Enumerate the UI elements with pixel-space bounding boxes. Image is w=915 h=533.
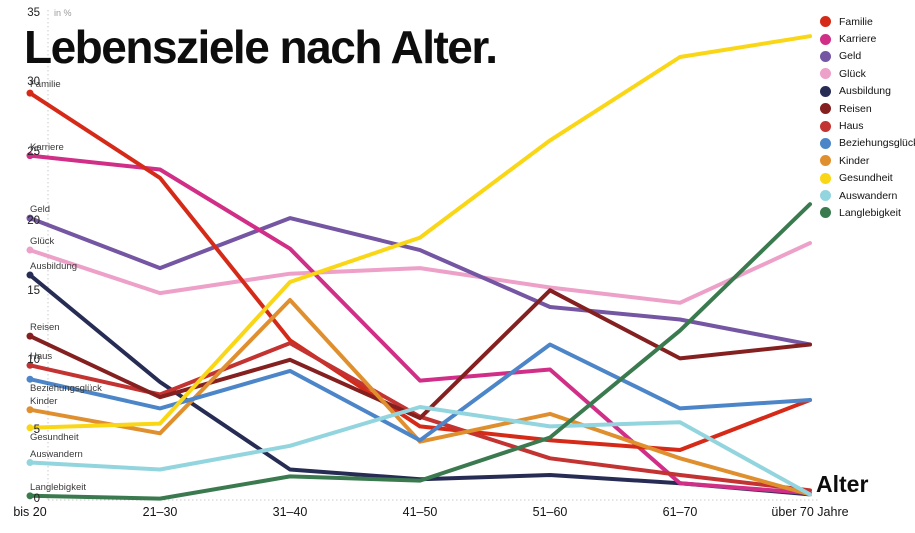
series-start-dot-Reisen [26,332,34,340]
series-start-dot-Geld [26,214,34,222]
x-tick-label: 51–60 [532,505,568,519]
series-label-Geld: Geld [30,204,51,216]
series-line-Gesundheit [28,34,812,430]
series-start-dot-Haus [26,361,34,369]
legend-label: Glück [839,67,866,80]
legend-label: Haus [839,120,864,133]
legend-item-Ausbildung: Ausbildung [820,83,915,100]
legend-label: Kinder [839,154,870,167]
y-tick-label: 10 [27,354,40,367]
series-start-dot-Langlebigkeit [26,492,34,500]
x-tick-label: 41–50 [402,505,438,519]
series-line-Glück [28,241,812,305]
legend-item-Auswandern: Auswandern [820,187,915,204]
legend-item-Geld: Geld [820,48,915,65]
legend-color-dot [820,190,831,202]
series-line-Kinder [28,298,812,497]
series-start-dot-Ausbildung [26,271,34,279]
legend-label: Karriere [839,33,877,46]
y-tick-label: 20 [27,215,40,228]
y-axis-unit-label: in % [54,8,72,18]
series-start-dot-Auswandern [26,459,34,467]
y-tick-label: 15 [27,284,40,297]
series-start-dot-Karriere [26,152,34,160]
legend-item-Gesundheit: Gesundheit [820,170,915,187]
legend-item-Langlebigkeit: Langlebigkeit [820,204,915,221]
series-start-dot-Familie [26,89,34,97]
x-tick-label: 61–70 [662,505,698,519]
legend-color-dot [820,16,831,28]
series-line-Reisen [28,288,812,421]
x-tick-label: 21–30 [142,505,178,519]
legend-color-dot [820,50,831,62]
x-tick-label: über 70 Jahre [771,505,849,519]
series-label-Ausbildung: Ausbildung [30,261,78,273]
series-label-Auswandern: Auswandern [30,448,83,460]
y-tick-label: 5 [33,423,40,436]
legend-label: Geld [839,50,862,63]
legend-color-dot [820,68,831,80]
legend-item-Reisen: Reisen [820,100,915,117]
legend-color-dot [820,85,831,97]
series-label-Beziehungsglück: Beziehungsglück [30,383,102,395]
legend-color-dot [820,33,831,45]
legend-color-dot [820,172,831,184]
series-line-Langlebigkeit [28,202,812,501]
chart-title: Lebensziele nach Alter. [24,21,498,73]
legend-color-dot [820,137,831,149]
series-label-Langlebigkeit: Langlebigkeit [30,481,86,493]
legend-label: Auswandern [839,189,898,202]
y-tick-label: 25 [27,145,40,158]
series-label-Kinder: Kinder [30,395,58,407]
legend-label: Beziehungsglück [839,137,915,150]
y-tick-label: 35 [27,7,40,19]
series-line-Familie [28,91,812,452]
x-tick-label: 31–40 [272,505,308,519]
series-label-Karriere: Karriere [30,141,64,153]
legend-color-dot [820,155,831,167]
legend-label: Familie [839,15,873,28]
legend-label: Langlebigkeit [839,206,901,219]
legend-item-Glück: Glück [820,65,915,82]
x-tick-label: bis 20 [13,505,47,519]
series-start-dot-Beziehungsglück [26,375,34,383]
legend-label: Gesundheit [839,172,893,185]
series-label-Haus: Haus [30,351,53,363]
y-tick-label: 30 [27,76,40,89]
series-start-dot-Gesundheit [26,424,34,432]
legend-item-Kinder: Kinder [820,152,915,169]
y-tick-label: 0 [33,493,40,505]
legend-color-dot [820,120,831,132]
series-line-Beziehungsglück [28,342,812,443]
legend-label: Ausbildung [839,85,891,98]
series-line-Karriere [28,153,812,496]
series-label-Glück: Glück [30,236,55,248]
series-line-Auswandern [28,405,812,497]
legend-color-dot [820,103,831,115]
series-line-Geld [28,216,812,347]
series-start-dot-Glück [26,246,34,254]
series-label-Familie: Familie [30,79,61,91]
legend-item-Beziehungsglück: Beziehungsglück [820,135,915,152]
legend: Familie Karriere Geld Glück Ausbildung Reisen… [820,13,915,222]
legend-label: Reisen [839,102,872,115]
legend-color-dot [820,207,831,219]
legend-item-Haus: Haus [820,117,915,134]
legend-item-Karriere: Karriere [820,30,915,47]
series-start-dot-Kinder [26,406,34,414]
legend-item-Familie: Familie [820,13,915,30]
series-label-Gesundheit: Gesundheit [30,431,79,443]
series-label-Reisen: Reisen [30,322,60,334]
x-axis-title: Alter [816,471,869,497]
